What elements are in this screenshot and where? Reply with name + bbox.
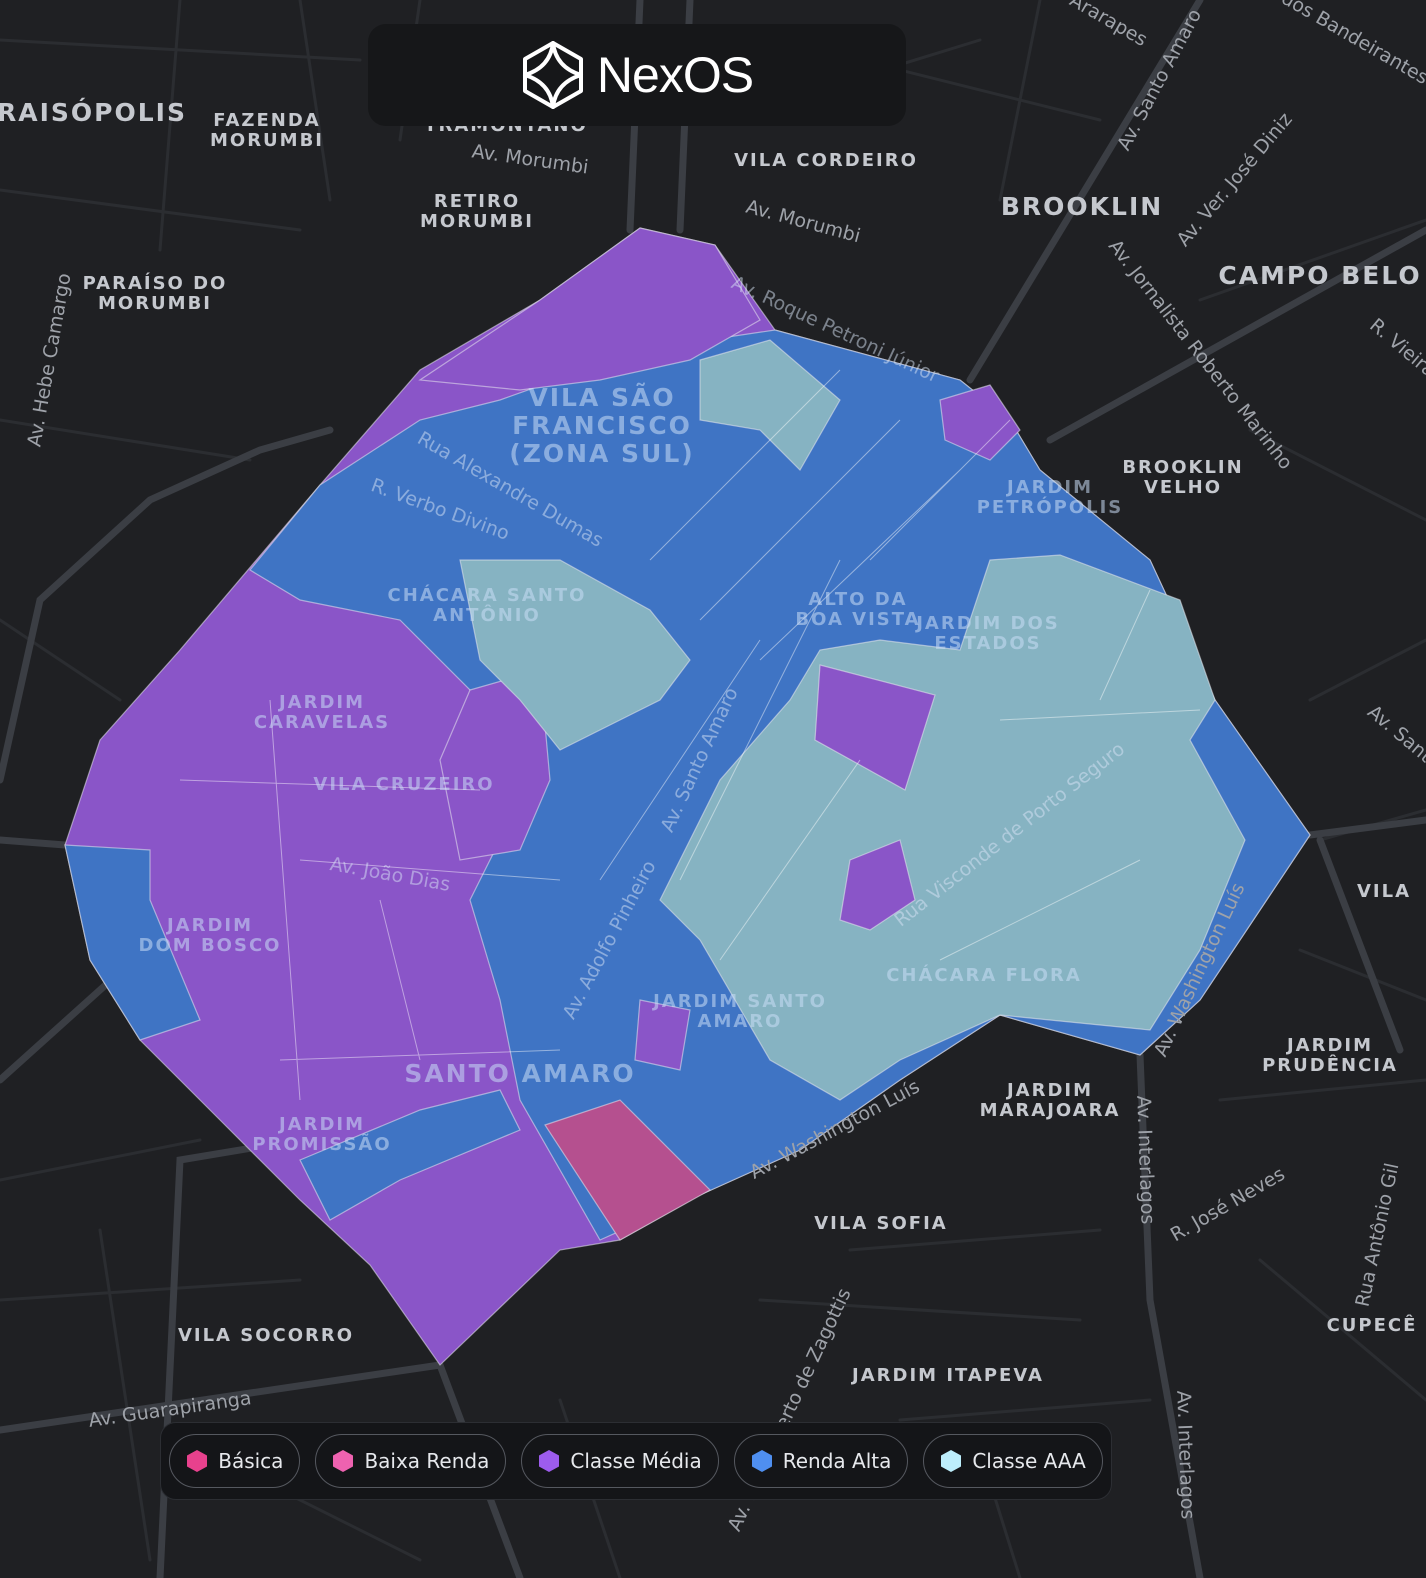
neighborhood-label: CARAVELAS	[254, 712, 390, 733]
income-zones	[64, 227, 1311, 1366]
neighborhood-label: MORUMBI	[210, 130, 324, 151]
neighborhood-label: PARAÍSO DO	[83, 272, 228, 294]
zone-renda-alta	[64, 844, 201, 1041]
neighborhood-label: PETRÓPOLIS	[977, 496, 1124, 518]
zone-renda-alta	[299, 1089, 521, 1221]
neighborhood-label: CHÁCARA SANTO	[388, 584, 587, 606]
legend-label: Baixa Renda	[364, 1449, 490, 1473]
neighborhood-label: DOM BOSCO	[139, 935, 282, 956]
legend-swatch	[187, 1450, 208, 1472]
neighborhood-label: JARDIM	[277, 1114, 365, 1135]
zone-classe-media	[939, 384, 1021, 461]
legend-item[interactable]: Renda Alta	[733, 1434, 909, 1488]
legend-item[interactable]: Baixa Renda	[315, 1434, 507, 1488]
legend-label: Classe Média	[570, 1449, 702, 1473]
street-label: R. José Neves	[1167, 1163, 1289, 1246]
neighborhood-label: MORUMBI	[420, 211, 534, 232]
street-label: Av. Hebe Camargo	[23, 271, 75, 448]
street-label: Av. Interlagos	[1172, 1390, 1198, 1520]
street-label: R. Vieira de Morais	[1365, 314, 1426, 445]
legend-hexagon	[941, 1450, 962, 1472]
legend-label: Classe AAA	[972, 1449, 1086, 1473]
neighborhood-label: CAMPO BELO	[1218, 261, 1421, 290]
neighborhood-label: JARDIM	[1005, 1080, 1093, 1101]
neighborhood-label: ALTO DA	[808, 589, 907, 610]
legend-hexagon	[333, 1450, 354, 1472]
legend-swatch	[941, 1450, 962, 1472]
neighborhood-label: JARDIM	[1285, 1035, 1373, 1056]
legend-item[interactable]: Classe Média	[521, 1434, 719, 1488]
legend-swatch	[751, 1450, 772, 1472]
neighborhood-label: ESTADOS	[934, 633, 1041, 654]
neighborhood-label: VILA SÃO	[528, 383, 675, 412]
street-label: Av. Interlagos	[1132, 1095, 1158, 1225]
neighborhood-label: SANTO AMARO	[404, 1059, 635, 1088]
zone-classe-aaa	[699, 339, 841, 471]
neighborhood-label: CUPECÊ	[1327, 1314, 1418, 1336]
zone-baixa-renda	[544, 1099, 711, 1241]
neighborhood-label: JARDIM	[165, 915, 253, 936]
neighborhood-label: BROOKLIN	[1122, 457, 1243, 478]
neighborhood-label: AMARO	[698, 1011, 783, 1032]
legend-hexagon	[751, 1450, 772, 1472]
street-label: Av. Morumbi	[470, 140, 589, 178]
legend-item[interactable]: Classe AAA	[923, 1434, 1103, 1488]
legend-swatch	[539, 1450, 560, 1472]
brand-logo	[522, 41, 583, 109]
zone-classe-media	[839, 839, 916, 931]
neighborhood-label: JARDIM	[1005, 477, 1093, 498]
zone-classe-aaa	[659, 554, 1246, 1101]
neighborhood-label: VILA CRUZEIRO	[313, 774, 494, 795]
zone-classe-media	[814, 664, 936, 791]
neighborhood-label: FRANCISCO	[512, 411, 692, 440]
street-label: Av. Santo Amaro	[1363, 701, 1426, 819]
street-label: Av. Morumbi	[744, 196, 863, 248]
legend-swatch	[333, 1450, 354, 1472]
neighborhood-label: VELHO	[1144, 477, 1222, 498]
legend-label: Renda Alta	[782, 1449, 892, 1473]
neighborhood-label: JARDIM SANTO	[651, 991, 827, 1012]
zone-classe-media	[418, 227, 761, 391]
neighborhood-label: FAZENDA	[213, 110, 320, 131]
street-label: Av. dos Bandeirantes	[1248, 0, 1426, 89]
neighborhood-label: RAISÓPOLIS	[0, 97, 187, 127]
street-label: Rua Ararapes	[1029, 0, 1151, 51]
neighborhood-label: VILA SOCORRO	[178, 1325, 354, 1346]
neighborhood-label: CHÁCARA FLORA	[886, 964, 1082, 986]
neighborhood-label: VILA SOFIA	[814, 1213, 947, 1234]
neighborhood-label: PRUDÊNCIA	[1262, 1054, 1398, 1076]
zone-classe-media	[634, 999, 691, 1071]
neighborhood-label: JARDIM DOS	[914, 613, 1060, 634]
neighborhood-label: BROOKLIN	[1001, 192, 1163, 221]
neighborhood-labels: RAISÓPOLISFAZENDAMORUMBITRAMONTANOVILA C…	[0, 97, 1421, 1386]
brand-name: NexOS	[596, 47, 754, 103]
zone-classe-aaa	[459, 559, 691, 751]
neighborhood-label: JARDIM ITAPEVA	[850, 1365, 1044, 1386]
neighborhood-label: MORUMBI	[98, 293, 212, 314]
legend-hexagon	[187, 1450, 208, 1472]
neighborhood-label: BOA VISTA	[795, 609, 920, 630]
neighborhood-label: RETIRO	[434, 191, 520, 212]
legend-item[interactable]: Básica	[169, 1434, 301, 1488]
neighborhood-label: ANTÔNIO	[433, 604, 541, 626]
neighborhood-label: VILA	[1357, 881, 1411, 902]
street-label: Av. Ver. José Diniz	[1172, 109, 1296, 251]
legend-hexagon	[539, 1450, 560, 1472]
neighborhood-label: VILA CORDEIRO	[734, 150, 918, 171]
neighborhood-label: PROMISSÃO	[252, 1132, 391, 1155]
legend-label: Básica	[218, 1449, 284, 1473]
header: NexOS	[368, 24, 906, 126]
neighborhood-label: MARAJOARA	[980, 1100, 1121, 1121]
neighborhood-label: (ZONA SUL)	[509, 439, 694, 468]
street-label: Rua Antônio Gil	[1352, 1161, 1404, 1309]
neighborhood-label: JARDIM	[277, 692, 365, 713]
legend: Básica Baixa Renda Classe Média Renda Alta C…	[160, 1422, 1112, 1500]
